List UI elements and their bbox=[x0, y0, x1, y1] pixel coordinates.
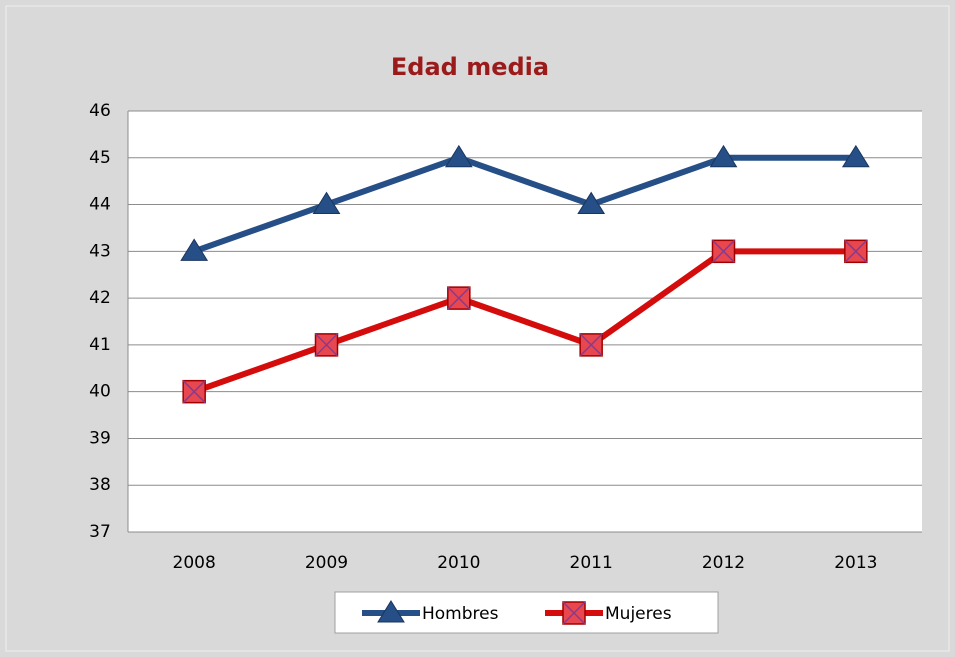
point bbox=[841, 144, 870, 168]
y-tick-label: 39 bbox=[89, 428, 111, 448]
point bbox=[182, 379, 206, 404]
y-tick-label: 43 bbox=[89, 241, 111, 261]
point bbox=[709, 144, 738, 168]
legend-marker bbox=[562, 601, 586, 625]
x-tick-label: 2008 bbox=[173, 553, 216, 573]
point bbox=[562, 601, 586, 625]
series-markers bbox=[182, 239, 868, 404]
y-tick-label: 40 bbox=[89, 382, 111, 402]
point-cross bbox=[711, 239, 736, 263]
series-line bbox=[193, 248, 856, 395]
x-tick-label: 2013 bbox=[834, 553, 877, 573]
y-tick-label: 45 bbox=[89, 148, 111, 168]
legend-label: Hombres bbox=[422, 604, 499, 624]
point bbox=[314, 333, 339, 357]
point bbox=[577, 191, 606, 215]
point bbox=[579, 333, 603, 357]
point bbox=[844, 239, 868, 264]
point-cross bbox=[182, 380, 206, 404]
x-tick-label: 2009 bbox=[305, 553, 348, 573]
x-tick-label: 2012 bbox=[702, 553, 745, 573]
point-cross bbox=[447, 286, 471, 310]
legend-label: Mujeres bbox=[605, 604, 672, 624]
y-tick-label: 42 bbox=[89, 288, 111, 308]
x-tick-label: 2011 bbox=[570, 553, 613, 573]
chart-border bbox=[5, 5, 950, 652]
point-cross bbox=[579, 333, 603, 357]
point bbox=[312, 191, 341, 215]
series-line bbox=[193, 154, 856, 255]
point-cross bbox=[562, 601, 586, 625]
y-tick-label: 38 bbox=[89, 475, 111, 495]
y-tick-label: 41 bbox=[89, 335, 111, 355]
point-cross bbox=[314, 333, 339, 357]
point bbox=[180, 238, 209, 261]
point bbox=[447, 286, 471, 310]
y-tick-label: 37 bbox=[89, 522, 111, 542]
y-tick-label: 44 bbox=[89, 195, 111, 215]
x-tick-label: 2010 bbox=[437, 553, 480, 573]
series-markers bbox=[180, 144, 870, 261]
point bbox=[711, 239, 736, 264]
chart-title: Edad media bbox=[391, 53, 549, 81]
y-tick-label: 46 bbox=[89, 101, 111, 121]
point-cross bbox=[844, 239, 868, 263]
legend-marker bbox=[377, 600, 405, 623]
point bbox=[444, 144, 473, 168]
point bbox=[377, 600, 405, 623]
